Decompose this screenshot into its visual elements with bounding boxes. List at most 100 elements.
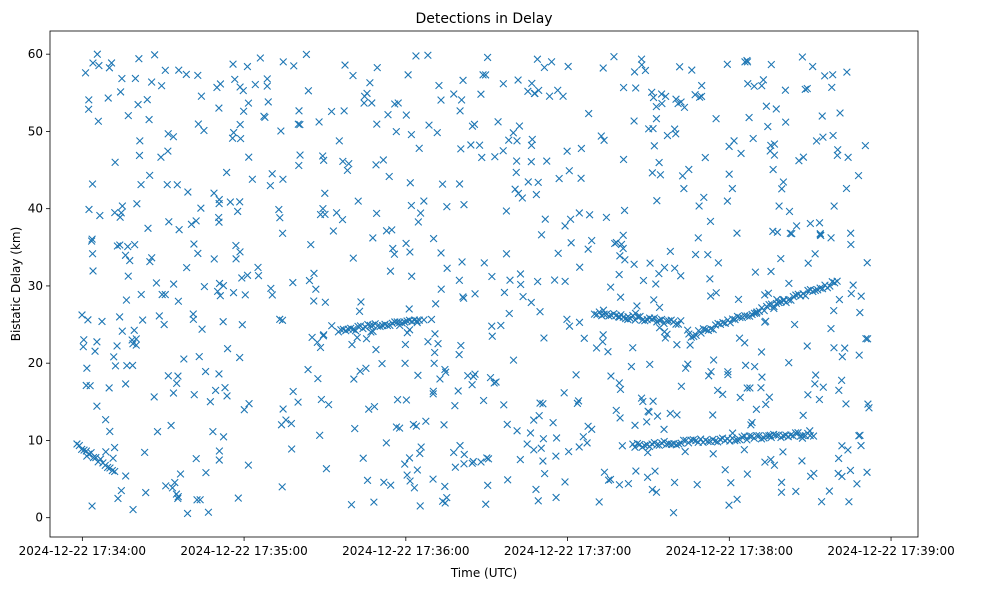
detection-point [552, 452, 560, 460]
detection-point [502, 250, 511, 258]
detection-point [327, 321, 336, 330]
detection-point [812, 137, 821, 145]
detection-point [425, 121, 433, 129]
detection-point [174, 297, 183, 306]
y-tick-label: 10 [28, 433, 43, 447]
detection-point [91, 347, 99, 355]
detection-point [414, 218, 423, 226]
detection-point [600, 310, 608, 319]
detection-point [648, 315, 656, 324]
detection-point [190, 240, 198, 248]
detection-point [785, 279, 793, 288]
detection-point [157, 153, 165, 161]
detection-point [743, 384, 751, 392]
detection-point [746, 384, 754, 392]
detection-point [157, 81, 166, 90]
detection-point [135, 151, 144, 160]
detection-point [745, 432, 754, 440]
detection-point [770, 461, 779, 469]
detection-point [647, 88, 656, 97]
detection-point [403, 328, 412, 337]
detection-point [458, 258, 466, 266]
detection-point [828, 70, 837, 79]
detection-point [781, 86, 790, 95]
detection-point [787, 229, 796, 238]
detection-point [752, 405, 761, 414]
detection-point [422, 417, 430, 426]
detection-point [598, 337, 607, 346]
detection-point [417, 443, 425, 451]
detection-point [376, 322, 384, 331]
detection-point [145, 171, 154, 180]
y-tick-label: 40 [28, 202, 43, 216]
detection-point [81, 69, 90, 77]
detection-point [289, 62, 298, 70]
detection-point [319, 330, 328, 339]
detection-point [700, 193, 708, 202]
detection-point [98, 317, 106, 326]
detection-point [572, 371, 580, 379]
detection-point [441, 482, 449, 491]
detection-point [477, 90, 485, 98]
detection-point [183, 509, 192, 518]
detection-point [429, 234, 438, 243]
detection-point [481, 500, 490, 509]
detection-point [663, 131, 672, 140]
detection-point [633, 439, 642, 448]
detection-point [575, 209, 584, 217]
detection-point [279, 58, 288, 66]
detection-point [856, 308, 864, 317]
detection-point [530, 446, 538, 454]
detection-point [660, 263, 669, 272]
detection-point [400, 460, 409, 468]
detection-point [477, 458, 485, 466]
detection-point [779, 178, 788, 186]
detection-point [610, 52, 618, 61]
detection-point [429, 390, 437, 398]
detection-point [692, 331, 700, 340]
detection-point [706, 325, 715, 333]
detection-point [653, 196, 661, 205]
detection-point [430, 359, 438, 368]
detection-point [88, 249, 97, 258]
detection-point [296, 120, 304, 129]
y-tick-label: 60 [28, 47, 43, 61]
detection-point [730, 137, 738, 145]
detection-point [561, 478, 569, 486]
detection-point [604, 476, 613, 484]
detection-point [809, 287, 817, 296]
detection-point [767, 60, 776, 69]
detection-point [278, 483, 286, 491]
detection-point [499, 401, 508, 409]
detection-point [373, 120, 381, 128]
detection-point [539, 399, 547, 408]
detection-point [350, 375, 358, 383]
detection-point [174, 66, 183, 74]
detection-point [471, 290, 479, 298]
detection-point [457, 96, 466, 104]
detection-point [229, 60, 237, 68]
detection-point [737, 149, 745, 158]
detection-point [806, 472, 815, 481]
detection-point [200, 282, 209, 291]
detection-point [238, 274, 246, 282]
detection-point [211, 386, 220, 395]
detection-point [652, 488, 661, 497]
detection-point [268, 169, 276, 178]
detection-point [630, 117, 638, 125]
detection-point [459, 76, 467, 85]
detection-point [727, 478, 735, 487]
detection-point [393, 395, 402, 404]
detection-point [555, 174, 563, 183]
detection-point [678, 172, 687, 180]
detection-point [194, 71, 202, 80]
detection-point [456, 441, 464, 450]
detection-point [480, 259, 489, 267]
detection-point [435, 81, 443, 90]
detection-point [565, 322, 574, 330]
detection-point [649, 397, 657, 405]
detection-point [677, 382, 686, 391]
detection-point [190, 390, 199, 399]
detection-point [215, 199, 223, 208]
detection-point [650, 142, 659, 150]
